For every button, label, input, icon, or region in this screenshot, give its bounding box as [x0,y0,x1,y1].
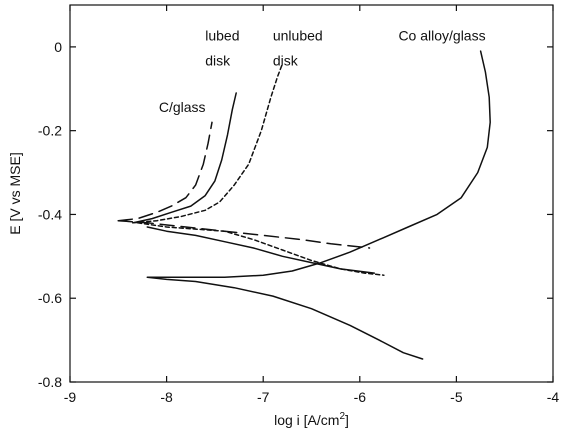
series-annotation: disk [205,53,231,69]
x-axis-title-end: ] [345,412,349,428]
x-axis-title-main: log i [A/cm [274,412,339,428]
y-axis-title: E [V vs MSE] [7,152,23,234]
x-tick-label: -4 [547,389,560,405]
series-unlubed-disk-cathodic [136,222,385,276]
series-annotation: unlubed [273,28,323,44]
y-tick-label: -0.6 [38,290,62,306]
y-tick-label: -0.2 [38,123,62,139]
x-axis-ticks: -9 -8 -7 -6 -5 -4 [64,5,560,405]
x-tick-label: -9 [64,389,77,405]
series-c-glass-anodic [117,121,213,222]
series-unlubed-disk-anodic [132,62,284,224]
x-tick-label: -6 [354,389,367,405]
x-axis-title: log i [A/cm2] [274,411,349,428]
series-annotation: Co alloy/glass [398,28,485,44]
x-tick-label: -8 [160,389,173,405]
annotations-group: C/glass lubed disk unlubed disk Co alloy/glas… [159,28,486,115]
series-lubed-disk-anodic [132,92,237,224]
curves-group [117,50,491,360]
x-axis-title-superscript: 2 [339,411,345,422]
series-co-alloy-glass-anodic [146,50,491,360]
x-tick-label: -7 [257,389,270,405]
plot-frame [69,4,554,383]
y-tick-label: -0.8 [38,374,62,390]
x-tick-label: -5 [450,389,463,405]
y-tick-label: -0.4 [38,206,62,222]
y-axis-ticks: 0 -0.2 -0.4 -0.6 -0.8 [38,39,553,390]
series-annotation: C/glass [159,99,206,115]
y-tick-label: 0 [54,39,62,55]
series-annotation: lubed [205,28,239,44]
series-c-glass-cathodic [117,219,371,249]
series-lubed-disk-cathodic [146,226,376,274]
series-annotation: disk [273,53,299,69]
